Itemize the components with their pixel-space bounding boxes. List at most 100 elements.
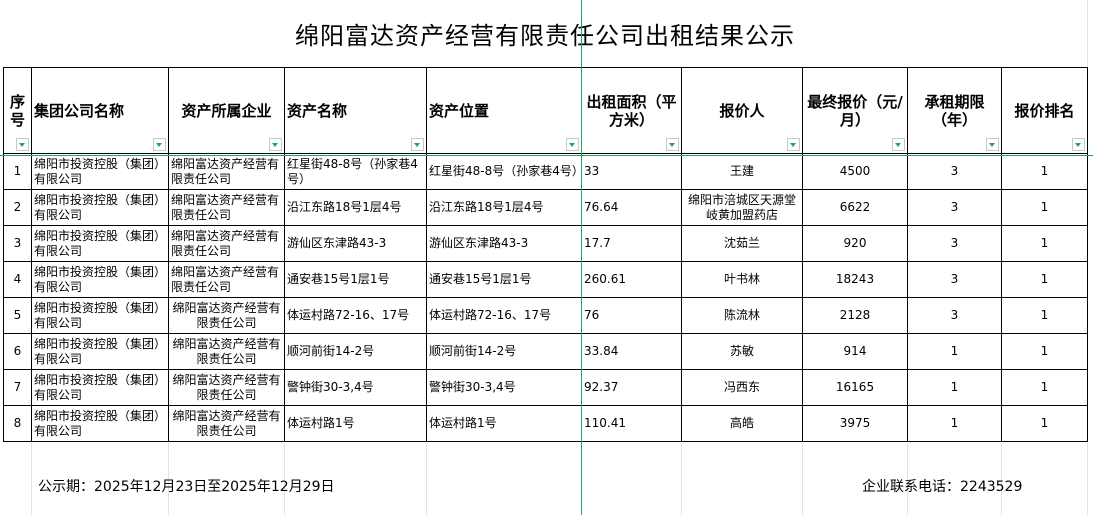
filter-dropdown-icon[interactable] [787, 138, 800, 151]
cell-no[interactable]: 7 [3, 369, 32, 406]
cell-bidder[interactable]: 高皓 [681, 405, 803, 442]
cell-asset[interactable]: 顺河前街14-2号 [284, 333, 427, 370]
cell-asset[interactable]: 通安巷15号1层1号 [284, 261, 427, 298]
filter-dropdown-icon[interactable] [411, 138, 424, 151]
cell-owner[interactable]: 绵阳富达资产经营有限责任公司 [168, 225, 285, 262]
cell-price[interactable]: 6622 [802, 189, 908, 226]
filter-dropdown-icon[interactable] [16, 138, 29, 151]
cell-owner[interactable]: 绵阳富达资产经营有限责任公司 [168, 405, 285, 442]
cell-area[interactable]: 33 [581, 153, 682, 190]
cell-price[interactable]: 18243 [802, 261, 908, 298]
filter-dropdown-icon[interactable] [986, 138, 999, 151]
filter-dropdown-icon[interactable] [666, 138, 679, 151]
cell-bidder[interactable]: 王建 [681, 153, 803, 190]
cell-no[interactable]: 3 [3, 225, 32, 262]
cell-rank[interactable]: 1 [1001, 405, 1088, 442]
cell-term[interactable]: 3 [907, 189, 1002, 226]
cell-group[interactable]: 绵阳市投资控股（集团）有限公司 [31, 369, 169, 406]
table-row: 4 绵阳市投资控股（集团）有限公司 绵阳富达资产经营有限责任公司 通安巷15号1层1号… [3, 261, 1088, 298]
cell-asset[interactable]: 体运村路1号 [284, 405, 427, 442]
cell-term[interactable]: 1 [907, 369, 1002, 406]
cell-group[interactable]: 绵阳市投资控股（集团）有限公司 [31, 261, 169, 298]
cell-bidder[interactable]: 沈茹兰 [681, 225, 803, 262]
cell-group[interactable]: 绵阳市投资控股（集团）有限公司 [31, 153, 169, 190]
column-header: 报价人 [681, 67, 803, 154]
filter-dropdown-icon[interactable] [153, 138, 166, 151]
filter-dropdown-icon[interactable] [892, 138, 905, 151]
column-header-label: 最终报价（元/月） [807, 92, 903, 129]
cell-price[interactable]: 2128 [802, 297, 908, 334]
cell-owner[interactable]: 绵阳富达资产经营有限责任公司 [168, 153, 285, 190]
cell-price[interactable]: 3975 [802, 405, 908, 442]
cell-location[interactable]: 顺河前街14-2号 [426, 333, 582, 370]
filter-dropdown-icon[interactable] [269, 138, 282, 151]
cell-rank[interactable]: 1 [1001, 189, 1088, 226]
cell-owner[interactable]: 绵阳富达资产经营有限责任公司 [168, 297, 285, 334]
cell-price[interactable]: 4500 [802, 153, 908, 190]
cell-group[interactable]: 绵阳市投资控股（集团）有限公司 [31, 297, 169, 334]
cell-no[interactable]: 6 [3, 333, 32, 370]
table-row: 2 绵阳市投资控股（集团）有限公司 绵阳富达资产经营有限责任公司 沿江东路18号1层4… [3, 189, 1088, 226]
cell-location[interactable]: 体运村路1号 [426, 405, 582, 442]
cell-area[interactable]: 76 [581, 297, 682, 334]
cell-rank[interactable]: 1 [1001, 153, 1088, 190]
cell-price[interactable]: 16165 [802, 369, 908, 406]
cell-asset[interactable]: 警钟街30-3,4号 [284, 369, 427, 406]
cell-no[interactable]: 8 [3, 405, 32, 442]
cell-group[interactable]: 绵阳市投资控股（集团）有限公司 [31, 405, 169, 442]
cell-term[interactable]: 1 [907, 333, 1002, 370]
column-header: 报价排名 [1001, 67, 1088, 154]
cell-term[interactable]: 3 [907, 225, 1002, 262]
cell-bidder[interactable]: 冯西东 [681, 369, 803, 406]
cell-area[interactable]: 92.37 [581, 369, 682, 406]
cell-rank[interactable]: 1 [1001, 369, 1088, 406]
cell-price[interactable]: 914 [802, 333, 908, 370]
filter-dropdown-icon[interactable] [566, 138, 579, 151]
cell-owner[interactable]: 绵阳富达资产经营有限责任公司 [168, 189, 285, 226]
cell-area[interactable]: 33.84 [581, 333, 682, 370]
cell-area[interactable]: 260.61 [581, 261, 682, 298]
cell-rank[interactable]: 1 [1001, 225, 1088, 262]
cell-rank[interactable]: 1 [1001, 297, 1088, 334]
filter-dropdown-icon[interactable] [1072, 138, 1085, 151]
cell-term[interactable]: 1 [907, 405, 1002, 442]
cell-owner[interactable]: 绵阳富达资产经营有限责任公司 [168, 369, 285, 406]
cell-location[interactable]: 体运村路72-16、17号 [426, 297, 582, 334]
cell-group[interactable]: 绵阳市投资控股（集团）有限公司 [31, 225, 169, 262]
cell-location[interactable]: 警钟街30-3,4号 [426, 369, 582, 406]
results-table: 序号 集团公司名称 资产所属企业 资产名称 资产位置 出租面积（平方米） 报价人 最终报价（元… [3, 67, 1088, 442]
cell-area[interactable]: 110.41 [581, 405, 682, 442]
cell-term[interactable]: 3 [907, 261, 1002, 298]
cell-bidder[interactable]: 苏敏 [681, 333, 803, 370]
sheet-title: 绵阳富达资产经营有限责任公司出租结果公示 [3, 0, 1087, 67]
cell-asset[interactable]: 体运村路72-16、17号 [284, 297, 427, 334]
cell-location[interactable]: 通安巷15号1层1号 [426, 261, 582, 298]
cell-location[interactable]: 沿江东路18号1层4号 [426, 189, 582, 226]
cell-bidder[interactable]: 陈流林 [681, 297, 803, 334]
cell-bidder[interactable]: 叶书林 [681, 261, 803, 298]
cell-rank[interactable]: 1 [1001, 333, 1088, 370]
cell-no[interactable]: 1 [3, 153, 32, 190]
cell-asset[interactable]: 红星街48-8号（孙家巷4号） [284, 153, 427, 190]
table-row: 8 绵阳市投资控股（集团）有限公司 绵阳富达资产经营有限责任公司 体运村路1号 体运村路… [3, 405, 1088, 442]
cell-no[interactable]: 4 [3, 261, 32, 298]
cell-rank[interactable]: 1 [1001, 261, 1088, 298]
cell-group[interactable]: 绵阳市投资控股（集团）有限公司 [31, 189, 169, 226]
cell-price[interactable]: 920 [802, 225, 908, 262]
cell-area[interactable]: 17.7 [581, 225, 682, 262]
cell-asset[interactable]: 游仙区东津路43-3 [284, 225, 427, 262]
cell-owner[interactable]: 绵阳富达资产经营有限责任公司 [168, 261, 285, 298]
cell-term[interactable]: 3 [907, 297, 1002, 334]
cell-no[interactable]: 5 [3, 297, 32, 334]
cell-no[interactable]: 2 [3, 189, 32, 226]
cell-location[interactable]: 红星街48-8号（孙家巷4号） [426, 153, 582, 190]
column-header: 承租期限（年） [907, 67, 1002, 154]
cell-area[interactable]: 76.64 [581, 189, 682, 226]
cell-group[interactable]: 绵阳市投资控股（集团）有限公司 [31, 333, 169, 370]
cell-term[interactable]: 3 [907, 153, 1002, 190]
cell-asset[interactable]: 沿江东路18号1层4号 [284, 189, 427, 226]
table-row: 5 绵阳市投资控股（集团）有限公司 绵阳富达资产经营有限责任公司 体运村路72-16、… [3, 297, 1088, 334]
cell-location[interactable]: 游仙区东津路43-3 [426, 225, 582, 262]
cell-bidder[interactable]: 绵阳市涪城区天源堂岐黄加盟药店 [681, 189, 803, 226]
cell-owner[interactable]: 绵阳富达资产经营有限责任公司 [168, 333, 285, 370]
